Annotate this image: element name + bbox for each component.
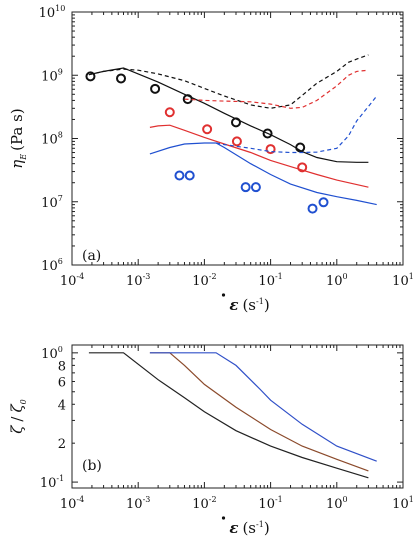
y-tick-label: 1010 [39,4,66,21]
plot-frame [71,344,404,489]
x-tick-label: 10-3 [126,495,150,512]
data-point-marker [85,71,96,82]
x-tick-label: 101 [392,272,414,289]
plot-frame [71,11,404,266]
data-point-marker [174,170,185,181]
y-tick-label: 100 [41,345,63,362]
solid-series-line [149,352,377,462]
data-point-marker [164,107,175,118]
y-tick-label: 107 [41,194,63,211]
solid-series-line [88,352,369,479]
data-point-marker [250,182,261,193]
y-tick-label: 4 [58,398,66,413]
solid-series-line [149,352,369,472]
epsilon-dot-icon [221,293,226,297]
y-tick-label: 108 [41,131,63,148]
x-tick-label: 100 [326,272,348,289]
dashed-series-line [88,54,369,109]
data-point-marker [240,182,251,193]
x-tick-label: 10-2 [192,272,216,289]
x-tick-label: 10-4 [60,272,84,289]
y-tick-label: 109 [41,67,63,84]
dashed-series-line [215,95,378,154]
data-point-marker [262,128,273,139]
x-axis-label: ε (s-1) [229,296,269,314]
y-axis-label: ζ/ζ0 [8,399,28,433]
data-point-marker [184,170,195,181]
data-point-marker [150,83,161,94]
data-point-marker [265,144,276,155]
x-tick-label: 10-2 [192,495,216,512]
dashed-series-line [184,69,369,109]
x-tick-label: 10-1 [258,495,282,512]
panel-a-chart: 10-4 10-3 10-2 10-1 100 101 106 107 108 109 1010 ε(… [8,4,414,314]
panel-label: (a) [82,248,101,264]
y-tick-label: 6 [58,376,66,391]
data-point-marker [307,203,318,214]
x-tick-label: 101 [392,495,414,512]
y-tick-label: 2 [58,437,66,452]
solid-series-line [149,124,369,188]
panel-label: (b) [82,458,102,474]
y-tick-label: 106 [41,257,63,274]
data-point-marker [231,136,242,147]
y-axis-label: ηE(Pa s) [8,108,28,168]
x-tick-label: 10-1 [258,272,282,289]
x-tick-label: 100 [326,495,348,512]
solid-series-line [149,142,377,206]
data-point-marker [318,197,329,208]
data-point-marker [297,162,308,173]
solid-series-line [88,67,369,163]
y-tick-label: 8 [58,359,66,374]
x-tick-label: 10-4 [60,495,84,512]
data-point-marker [116,73,127,84]
data-point-marker [202,124,213,135]
y-tick-label: 10-1 [40,474,64,491]
x-tick-label: 10-3 [126,272,150,289]
x-axis-label: ε (s-1) [229,519,269,537]
epsilon-dot-icon [221,516,226,520]
